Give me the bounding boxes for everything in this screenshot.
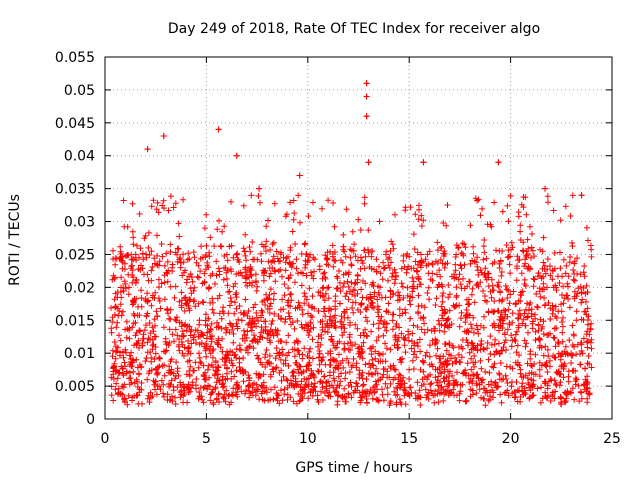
x-tick-label: 25 bbox=[603, 431, 621, 447]
x-axis-label: GPS time / hours bbox=[295, 460, 412, 476]
y-axis-label: ROTI / TECUs bbox=[7, 194, 23, 286]
data-point-cloud bbox=[108, 80, 595, 409]
chart-title: Day 249 of 2018, Rate Of TEC Index for r… bbox=[168, 21, 540, 37]
x-tick-label: 0 bbox=[101, 431, 110, 447]
data-point-peak bbox=[420, 159, 427, 166]
data-points bbox=[108, 80, 595, 409]
x-tick-label: 15 bbox=[400, 431, 418, 447]
y-tick-label: 0 bbox=[86, 412, 95, 428]
y-tick-label: 0.01 bbox=[64, 346, 95, 362]
y-tick-label: 0.045 bbox=[55, 116, 95, 132]
data-point-peak bbox=[215, 126, 222, 133]
grid bbox=[105, 57, 612, 419]
axes: 0 0.005 0.01 0.015 0.02 0.025 0.03 0.035 0.04 0.0… bbox=[55, 50, 621, 447]
plot-frame bbox=[104, 56, 613, 420]
y-tick-label: 0.025 bbox=[55, 247, 95, 263]
data-point-peak bbox=[256, 185, 263, 192]
data-point-peak bbox=[363, 113, 370, 120]
x-tick-label: 5 bbox=[202, 431, 211, 447]
data-point-peak bbox=[578, 192, 585, 199]
data-point-peak bbox=[365, 159, 372, 166]
y-tick-label: 0.03 bbox=[64, 215, 95, 231]
y-tick-label: 0.005 bbox=[55, 379, 95, 395]
data-point-peak bbox=[296, 172, 303, 179]
x-tick-label: 10 bbox=[299, 431, 317, 447]
x-tick-label: 20 bbox=[502, 431, 520, 447]
data-point-peak bbox=[160, 132, 167, 139]
y-tick-label: 0.05 bbox=[64, 83, 95, 99]
data-point-peak bbox=[495, 159, 502, 166]
y-tick-label: 0.02 bbox=[64, 280, 95, 296]
data-point-peak bbox=[144, 146, 151, 153]
data-point-peak bbox=[363, 80, 370, 87]
data-point-peak bbox=[542, 185, 549, 192]
y-tick-label: 0.015 bbox=[55, 313, 95, 329]
y-tick-label: 0.055 bbox=[55, 50, 95, 66]
y-tick-label: 0.035 bbox=[55, 182, 95, 198]
data-point-peak bbox=[233, 152, 240, 159]
data-point-peak bbox=[363, 93, 370, 100]
y-tick-label: 0.04 bbox=[64, 149, 95, 165]
